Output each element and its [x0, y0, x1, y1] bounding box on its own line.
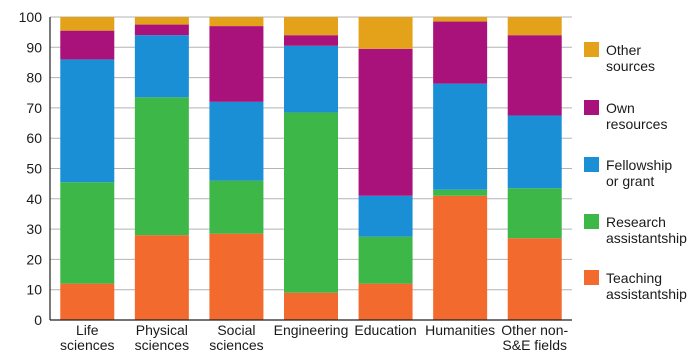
y-tick-label: 100 [19, 9, 43, 25]
bar-segment [358, 195, 413, 237]
bar-segment [209, 101, 264, 181]
y-tick-label: 50 [26, 161, 42, 177]
bar-segment [358, 283, 413, 320]
bar-segment [433, 21, 488, 84]
bar-stack [433, 17, 488, 320]
bar-segment [284, 112, 338, 293]
bar-segment [134, 235, 189, 320]
legend-swatch [584, 270, 599, 285]
bar-segment [60, 182, 115, 284]
bar-segment [507, 35, 562, 116]
bar-segment [433, 189, 488, 196]
bar-segment [284, 35, 338, 46]
bar-segment [433, 195, 488, 320]
x-tick-label: Other non-S&E fields [501, 322, 568, 353]
legend-label: Research assistantship [606, 214, 687, 246]
bar-segment [134, 35, 189, 98]
legend-label: Own resources [606, 100, 667, 132]
bar-segment [507, 115, 562, 189]
bar-segment [134, 17, 189, 25]
bar-segment [60, 30, 115, 60]
bar-segment [507, 238, 562, 320]
legend-swatch [584, 157, 599, 172]
bar-stack [507, 17, 562, 320]
bar-segment [134, 97, 189, 236]
x-tick-label: Physical sciences [135, 322, 189, 353]
bar-stack [209, 17, 264, 320]
legend-swatch [584, 214, 599, 229]
y-tick-label: 0 [34, 312, 42, 328]
x-tick-label: Humanities [425, 322, 495, 338]
y-tick-label: 10 [26, 282, 42, 298]
bar-segment [209, 233, 264, 320]
bar-segment [507, 17, 562, 36]
bar-segment [60, 59, 115, 183]
bar-stack [134, 17, 189, 320]
bars [60, 17, 562, 320]
bar-segment [209, 17, 264, 27]
bar-stack [60, 17, 115, 320]
legend-label: Other sources [606, 42, 655, 74]
bar-segment [433, 17, 488, 22]
bar-segment [358, 48, 413, 196]
y-tick-label: 90 [26, 39, 42, 55]
bar-segment [358, 17, 413, 49]
y-tick-label: 40 [26, 191, 42, 207]
legend-label: Fellowship or grant [606, 157, 672, 189]
x-tick-label: Life sciences [60, 322, 114, 353]
legend-label: Teaching assistantship [606, 270, 687, 302]
y-tick-label: 60 [26, 130, 42, 146]
x-tick-label: Social sciences [209, 322, 263, 353]
legend-swatch [584, 100, 599, 115]
bar-segment [284, 45, 338, 113]
bar-segment [60, 283, 115, 320]
legend: Other sources Own resources Fellowship or gra… [584, 42, 687, 302]
bar-segment [433, 83, 488, 190]
bar-stack [284, 17, 338, 320]
bar-segment [134, 24, 189, 36]
y-tick-label: 70 [26, 100, 42, 116]
bar-segment [209, 26, 264, 102]
bar-segment [507, 188, 562, 239]
x-tick-label: Engineering [274, 322, 349, 338]
x-tick-label: Education [354, 322, 416, 338]
bar-segment [284, 292, 338, 320]
bar-segment [60, 17, 115, 31]
bar-stack [358, 17, 413, 320]
y-tick-label: 20 [26, 251, 42, 267]
y-tick-label: 80 [26, 70, 42, 86]
bar-segment [284, 17, 338, 36]
y-tick-label: 30 [26, 221, 42, 237]
bar-segment [358, 236, 413, 284]
legend-swatch [584, 42, 599, 57]
bar-segment [209, 180, 264, 234]
